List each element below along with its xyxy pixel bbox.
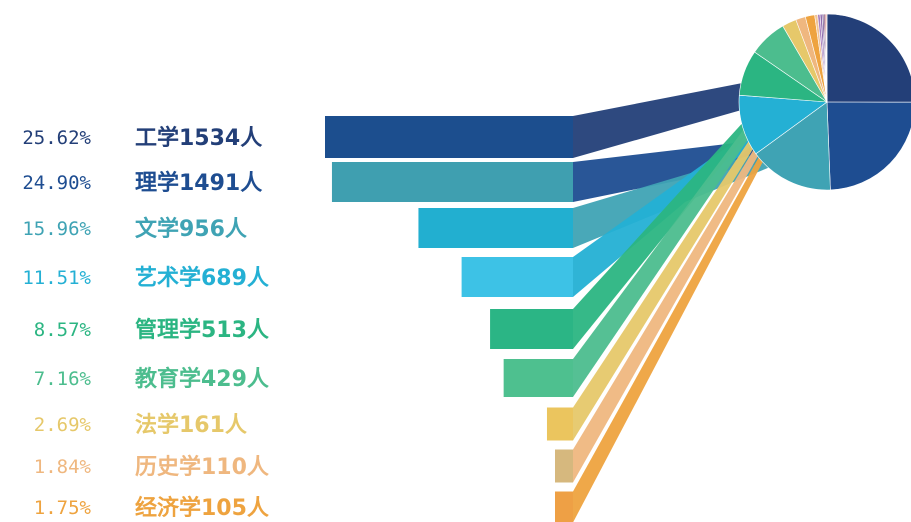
category-label: 理学1491人 [135,170,262,196]
connector-ribbon [573,51,818,522]
bar-6[interactable] [503,359,573,397]
pie-slice-other-7[interactable] [825,13,828,103]
pie-slice-major-2[interactable] [826,101,911,191]
percent-label: 7.16% [34,368,92,390]
pie-slice-major-3[interactable] [755,101,831,191]
bar-8[interactable] [555,449,573,483]
bar-1[interactable] [325,116,573,158]
bar-5[interactable] [490,309,573,349]
connector-ribbon [573,53,807,441]
percent-label: 25.62% [22,127,91,149]
category-label: 工学1534人 [135,125,262,151]
percent-label: 2.69% [34,414,92,436]
category-label: 文学956人 [135,216,247,242]
percent-label: 24.90% [22,172,91,194]
bar-2[interactable] [331,162,573,202]
bar-4[interactable] [461,257,573,297]
pie-slice-major-1[interactable] [826,13,911,103]
percent-label: 1.84% [34,456,92,478]
bar-9[interactable] [555,491,573,522]
bar-3[interactable] [418,208,573,248]
connector-ribbon [573,52,813,483]
category-label: 历史学110人 [135,454,269,480]
category-label: 艺术学689人 [135,265,269,291]
category-label: 教育学429人 [135,366,269,392]
percent-label: 15.96% [22,218,91,240]
percent-label: 11.51% [22,267,91,289]
bar-7[interactable] [546,407,573,441]
percent-label: 1.75% [34,497,92,519]
connector-ribbon [573,61,795,398]
category-label: 管理学513人 [135,317,269,343]
percent-label: 8.57% [34,319,92,341]
connector-ribbon [573,80,782,349]
category-label: 法学161人 [135,412,247,438]
category-label: 经济学105人 [135,495,269,521]
